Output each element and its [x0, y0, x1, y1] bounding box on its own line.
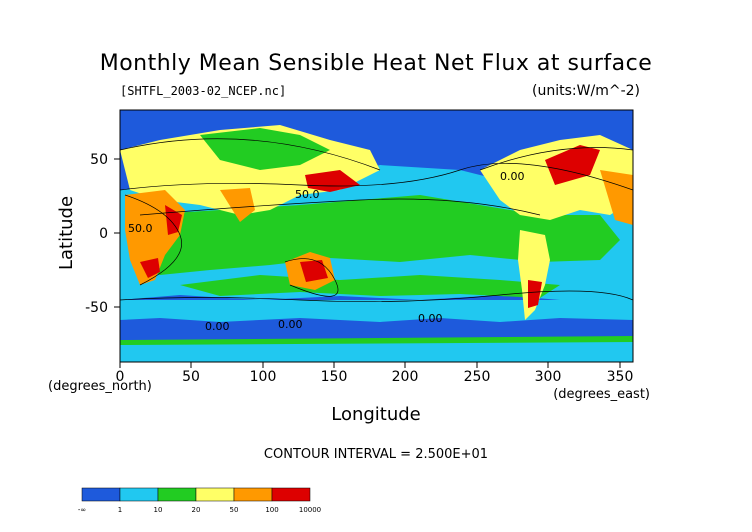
x-tick-label: 300	[535, 369, 562, 385]
units-label: (units:W/m^-2)	[532, 83, 640, 99]
contour-label: 50.0	[128, 222, 153, 235]
region-green-southern	[180, 275, 560, 298]
contour-label: 0.00	[278, 318, 303, 331]
region-india	[220, 188, 255, 222]
y-tick-label: 50	[90, 152, 108, 168]
x-tick-label: 200	[392, 369, 419, 385]
x-tick-label: 50	[182, 369, 200, 385]
contour-lines	[120, 138, 633, 303]
legend-label: 20	[192, 506, 201, 514]
x-unit-note: (degrees_east)	[553, 387, 650, 402]
file-label: [SHTFL_2003-02_NCEP.nc]	[120, 84, 286, 98]
legend-swatch	[119, 487, 159, 502]
legend-swatch	[195, 487, 235, 502]
contour-label: 0.00	[418, 312, 443, 325]
region-antarctica-cyan	[120, 342, 633, 362]
legend-label: 10	[154, 506, 163, 514]
legend-swatch	[271, 487, 311, 502]
legend-label: 50	[230, 506, 239, 514]
legend-label: 10000	[299, 506, 321, 514]
y-tick-label: -50	[85, 300, 108, 316]
y-tick-label: 0	[99, 226, 108, 242]
contour-interval-text: CONTOUR INTERVAL = 2.500E+01	[264, 447, 488, 462]
legend-swatch	[233, 487, 273, 502]
y-axis-label: Latitude	[56, 196, 77, 270]
legend-swatch	[157, 487, 197, 502]
region-green-band	[130, 195, 620, 275]
region-south-africa-hot	[140, 258, 160, 278]
region-south-america-hot	[528, 280, 542, 308]
x-tick-label: 350	[607, 369, 634, 385]
contour-label: 0.00	[500, 170, 525, 183]
region-arctic	[120, 110, 633, 124]
legend-label: -∞	[78, 506, 86, 514]
region-north-america-warm	[600, 170, 633, 225]
x-axis-ticks	[119, 362, 621, 368]
region-australia-hot	[300, 260, 328, 282]
x-tick-label: 0	[116, 369, 125, 385]
map-frame	[119, 109, 634, 363]
contour-label: 50.0	[295, 188, 320, 201]
region-south-america	[518, 230, 550, 320]
x-tick-label: 100	[250, 369, 277, 385]
x-tick-label: 150	[321, 369, 348, 385]
map-area	[120, 110, 633, 362]
region-land-green-east	[200, 128, 330, 170]
x-tick-label: 250	[464, 369, 491, 385]
region-north-america-hot	[545, 145, 600, 185]
y-unit-note: (degrees_north)	[48, 379, 152, 394]
contour-label: 0.00	[205, 320, 230, 333]
y-axis-ticks	[114, 158, 120, 308]
legend-label: 1	[118, 506, 122, 514]
region-cyan-south	[120, 300, 633, 322]
legend-labels: -∞ 1 10 20 50 100 10000	[78, 506, 321, 514]
x-axis-label: Longitude	[331, 404, 421, 425]
legend-label: 100	[265, 506, 278, 514]
region-siberia-hot	[305, 170, 360, 192]
legend-swatch	[81, 487, 121, 502]
legend-colorbar	[81, 487, 311, 502]
map-title: Monthly Mean Sensible Heat Net Flux at s…	[100, 51, 653, 76]
